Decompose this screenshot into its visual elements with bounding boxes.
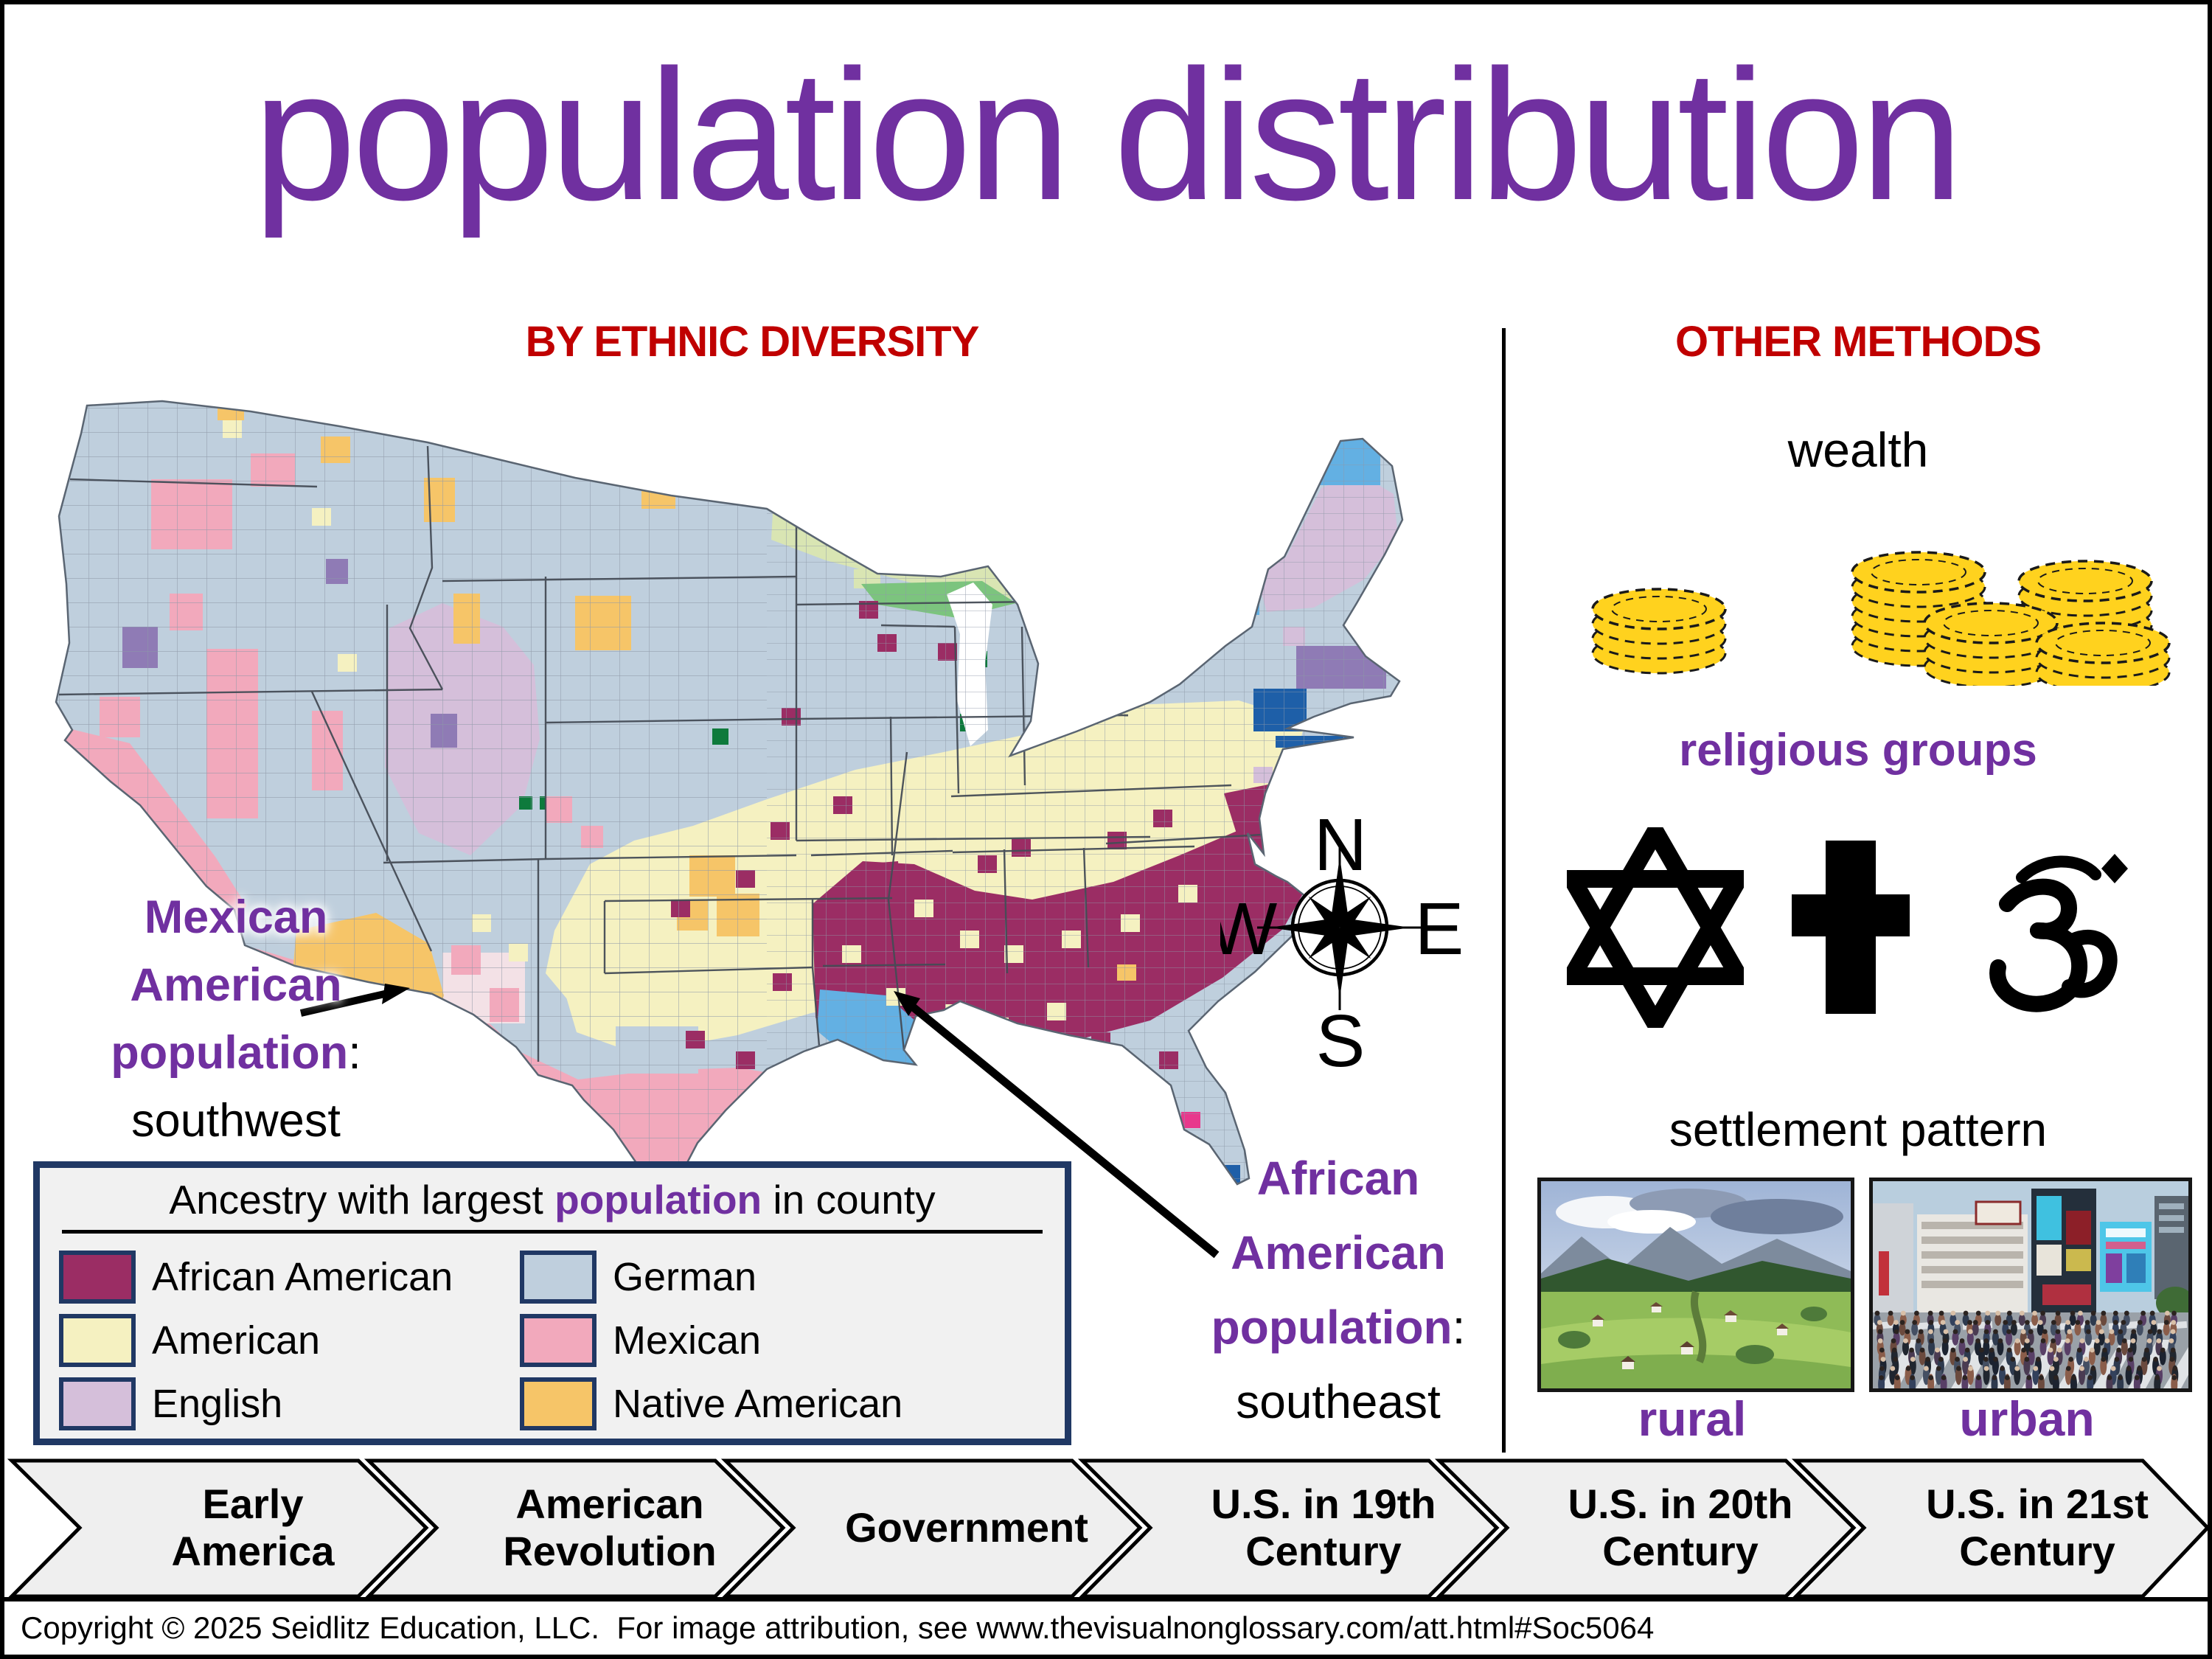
chevron-american-revolution: [364, 1458, 786, 1599]
christian-cross-icon: [1792, 841, 1910, 1014]
section-divider: [1502, 328, 1506, 1453]
compass-west-label: W: [1220, 888, 1278, 970]
rural-photo: [1537, 1178, 1854, 1392]
urban-buildings: [1879, 1189, 2188, 1318]
state-borders: [58, 445, 1315, 1091]
legend-item: Native American: [520, 1372, 1046, 1436]
rural-label: rural: [1638, 1391, 1747, 1446]
annotation-african-american: African American population: southeast: [1211, 1152, 1466, 1428]
settlement-pattern-label: settlement pattern: [1669, 1103, 2048, 1156]
left-section-header: BY ETHNIC DIVERSITY: [525, 318, 980, 366]
compass-north-label: N: [1314, 804, 1367, 886]
timeline-label: Early America: [171, 1481, 335, 1574]
timeline-label: American Revolution: [503, 1481, 717, 1574]
legend-item: American: [59, 1309, 520, 1372]
chevron-early-america: [7, 1458, 429, 1599]
legend-items: African American American English German…: [59, 1245, 1046, 1436]
footer-divider: [0, 1597, 2212, 1601]
legend-swatch-native-american: [520, 1377, 597, 1430]
gold-coins-icon: [1591, 551, 2171, 686]
map-legend: Ancestry with largest population in coun…: [33, 1161, 1071, 1445]
timeline-label: U.S. in 19th Century: [1211, 1481, 1436, 1574]
chevron-us-19th: [1077, 1458, 1500, 1599]
right-section-header: OTHER METHODS: [1674, 318, 2042, 366]
chevron-us-20th: [1434, 1458, 1857, 1599]
chevron-us-21st: [1791, 1458, 2211, 1599]
timeline-label: U.S. in 21st Century: [1926, 1481, 2149, 1574]
star-of-david-icon: [1567, 827, 1744, 1028]
page-title: population distribution: [253, 32, 1964, 239]
rural-houses: [1591, 1302, 1789, 1369]
legend-swatch-mexican: [520, 1314, 597, 1367]
map-no-data-county: [1234, 594, 1253, 612]
compass-south-label: S: [1316, 1000, 1366, 1069]
legend-swatch-african-american: [59, 1251, 136, 1304]
urban-photo: [1869, 1178, 2192, 1392]
compass-rose-icon: N S W E: [1220, 804, 1464, 1069]
legend-item: Mexican: [520, 1309, 1046, 1372]
legend-swatch-german: [520, 1251, 597, 1304]
urban-label: urban: [1959, 1391, 2095, 1446]
wealth-label: wealth: [1787, 422, 1929, 477]
chevron-government: [720, 1458, 1143, 1599]
legend-item: German: [520, 1245, 1046, 1309]
annotation-mexican-american: Mexican American population: southwest: [111, 891, 361, 1147]
religious-groups-label: religious groups: [1679, 725, 2037, 776]
legend-swatch-english: [59, 1377, 136, 1430]
pedestrian-crowd: [1874, 1310, 2179, 1388]
timeline-label: U.S. in 20th Century: [1568, 1481, 1793, 1574]
timeline-chevrons: [7, 1458, 2211, 1599]
legend-item: African American: [59, 1245, 520, 1309]
legend-divider: [62, 1230, 1043, 1234]
legend-title: Ancestry with largest population in coun…: [169, 1177, 936, 1222]
legend-swatch-american: [59, 1314, 136, 1367]
compass-east-label: E: [1415, 888, 1464, 970]
legend-item: English: [59, 1372, 520, 1436]
timeline-label: Government: [845, 1504, 1088, 1551]
us-ethnic-choropleth-map: [55, 400, 1404, 1207]
om-icon: [1989, 854, 2128, 1012]
copyright-text: Copyright © 2025 Seidlitz Education, LLC…: [21, 1610, 1655, 1645]
